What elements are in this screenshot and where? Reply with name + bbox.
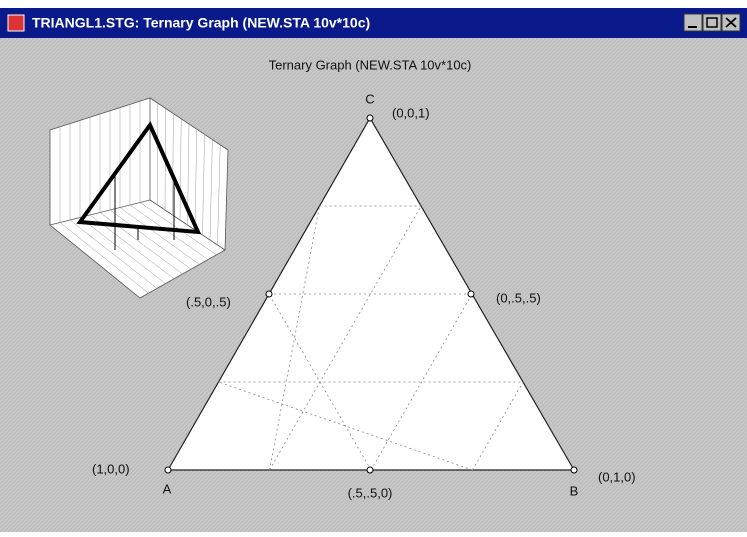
point-marker [367, 467, 373, 473]
window: TRIANGL1.STG: Ternary Graph (NEW.STA 10v… [0, 0, 747, 532]
vertex-label: A [163, 481, 172, 496]
app-icon [8, 15, 24, 31]
minimize-button[interactable] [684, 14, 702, 31]
point-label: (.5,.5,0) [348, 485, 393, 500]
point-marker [367, 115, 373, 121]
vertex-label: B [570, 483, 579, 498]
point-label: (0,1,0) [598, 469, 636, 484]
point-marker [571, 467, 577, 473]
window-title: TRIANGL1.STG: Ternary Graph (NEW.STA 10v… [32, 15, 370, 31]
point-label: (0,.5,.5) [496, 290, 541, 305]
point-marker [165, 467, 171, 473]
page: TRIANGL1.STG: Ternary Graph (NEW.STA 10v… [0, 0, 747, 532]
graph-title: Ternary Graph (NEW.STA 10v*10c) [269, 57, 472, 72]
point-marker [266, 291, 272, 297]
vertex-label: C [365, 91, 374, 106]
title-bar: TRIANGL1.STG: Ternary Graph (NEW.STA 10v… [0, 8, 747, 38]
point-label: (0,0,1) [392, 105, 430, 120]
point-label: (.5,0,.5) [186, 294, 231, 309]
point-label: (1,0,0) [92, 461, 130, 476]
point-marker [468, 291, 474, 297]
maximize-button[interactable] [703, 14, 721, 31]
